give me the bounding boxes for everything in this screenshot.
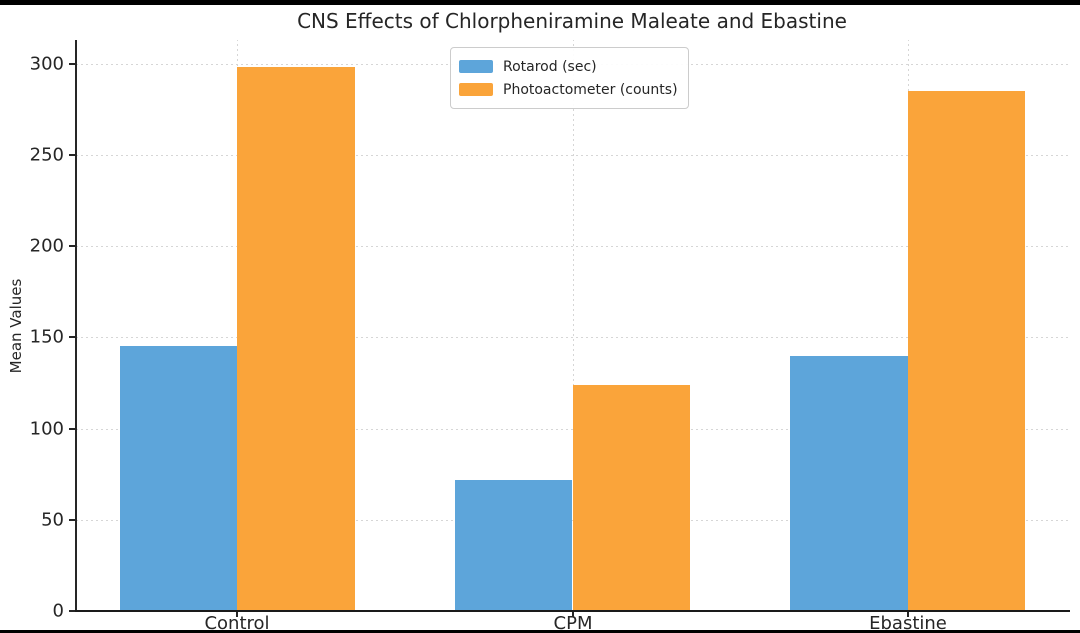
y-axis-line <box>75 40 77 612</box>
legend-label-rotarod: Rotarod (sec) <box>503 58 597 75</box>
bar-ebastine-rotarod <box>790 355 908 611</box>
y-tick-label: 150 <box>29 326 64 348</box>
y-tick-mark <box>69 336 75 339</box>
letterbox-top <box>0 0 1080 5</box>
bar-control-photoactometer <box>237 67 355 611</box>
y-tick-label: 300 <box>29 53 64 75</box>
bar-cpm-photoactometer <box>572 384 690 611</box>
legend-swatch-photoactometer <box>459 83 493 96</box>
y-tick-label: 50 <box>41 509 64 531</box>
x-axis-line <box>75 610 1070 612</box>
x-tick-label-cpm: CPM <box>553 613 593 633</box>
y-tick-label: 200 <box>29 235 64 257</box>
bar-ebastine-photoactometer <box>907 91 1026 611</box>
y-tick-label: 250 <box>29 144 64 166</box>
x-tick-mark <box>906 612 909 617</box>
legend-label-photoactometer: Photoactometer (counts) <box>503 81 678 98</box>
legend-entry-rotarod: Rotarod (sec) <box>459 55 678 78</box>
bar-control-rotarod <box>119 346 238 611</box>
letterbox-bottom <box>0 630 1080 633</box>
gridline-vertical <box>572 40 574 611</box>
x-tick-mark <box>236 612 239 617</box>
y-tick-mark <box>69 62 75 65</box>
x-tick-label-ebastine: Ebastine <box>869 613 947 633</box>
y-axis-label: Mean Values <box>7 278 25 374</box>
bar-cpm-rotarod <box>455 479 573 611</box>
chart-title: CNS Effects of Chlorpheniramine Maleate … <box>297 9 847 33</box>
y-tick-mark <box>69 610 75 612</box>
y-tick-mark <box>69 427 75 430</box>
y-tick-mark <box>69 518 75 521</box>
legend-entry-photoactometer: Photoactometer (counts) <box>459 78 678 101</box>
x-tick-mark <box>571 612 574 617</box>
y-tick-mark <box>69 245 75 248</box>
x-tick-label-control: Control <box>204 613 270 633</box>
y-tick-mark <box>69 153 75 156</box>
plot-area <box>76 40 1069 611</box>
legend: Rotarod (sec) Photoactometer (counts) <box>450 47 689 109</box>
legend-swatch-rotarod <box>459 60 493 73</box>
y-tick-label: 100 <box>29 418 64 440</box>
y-tick-label: 0 <box>52 600 64 622</box>
